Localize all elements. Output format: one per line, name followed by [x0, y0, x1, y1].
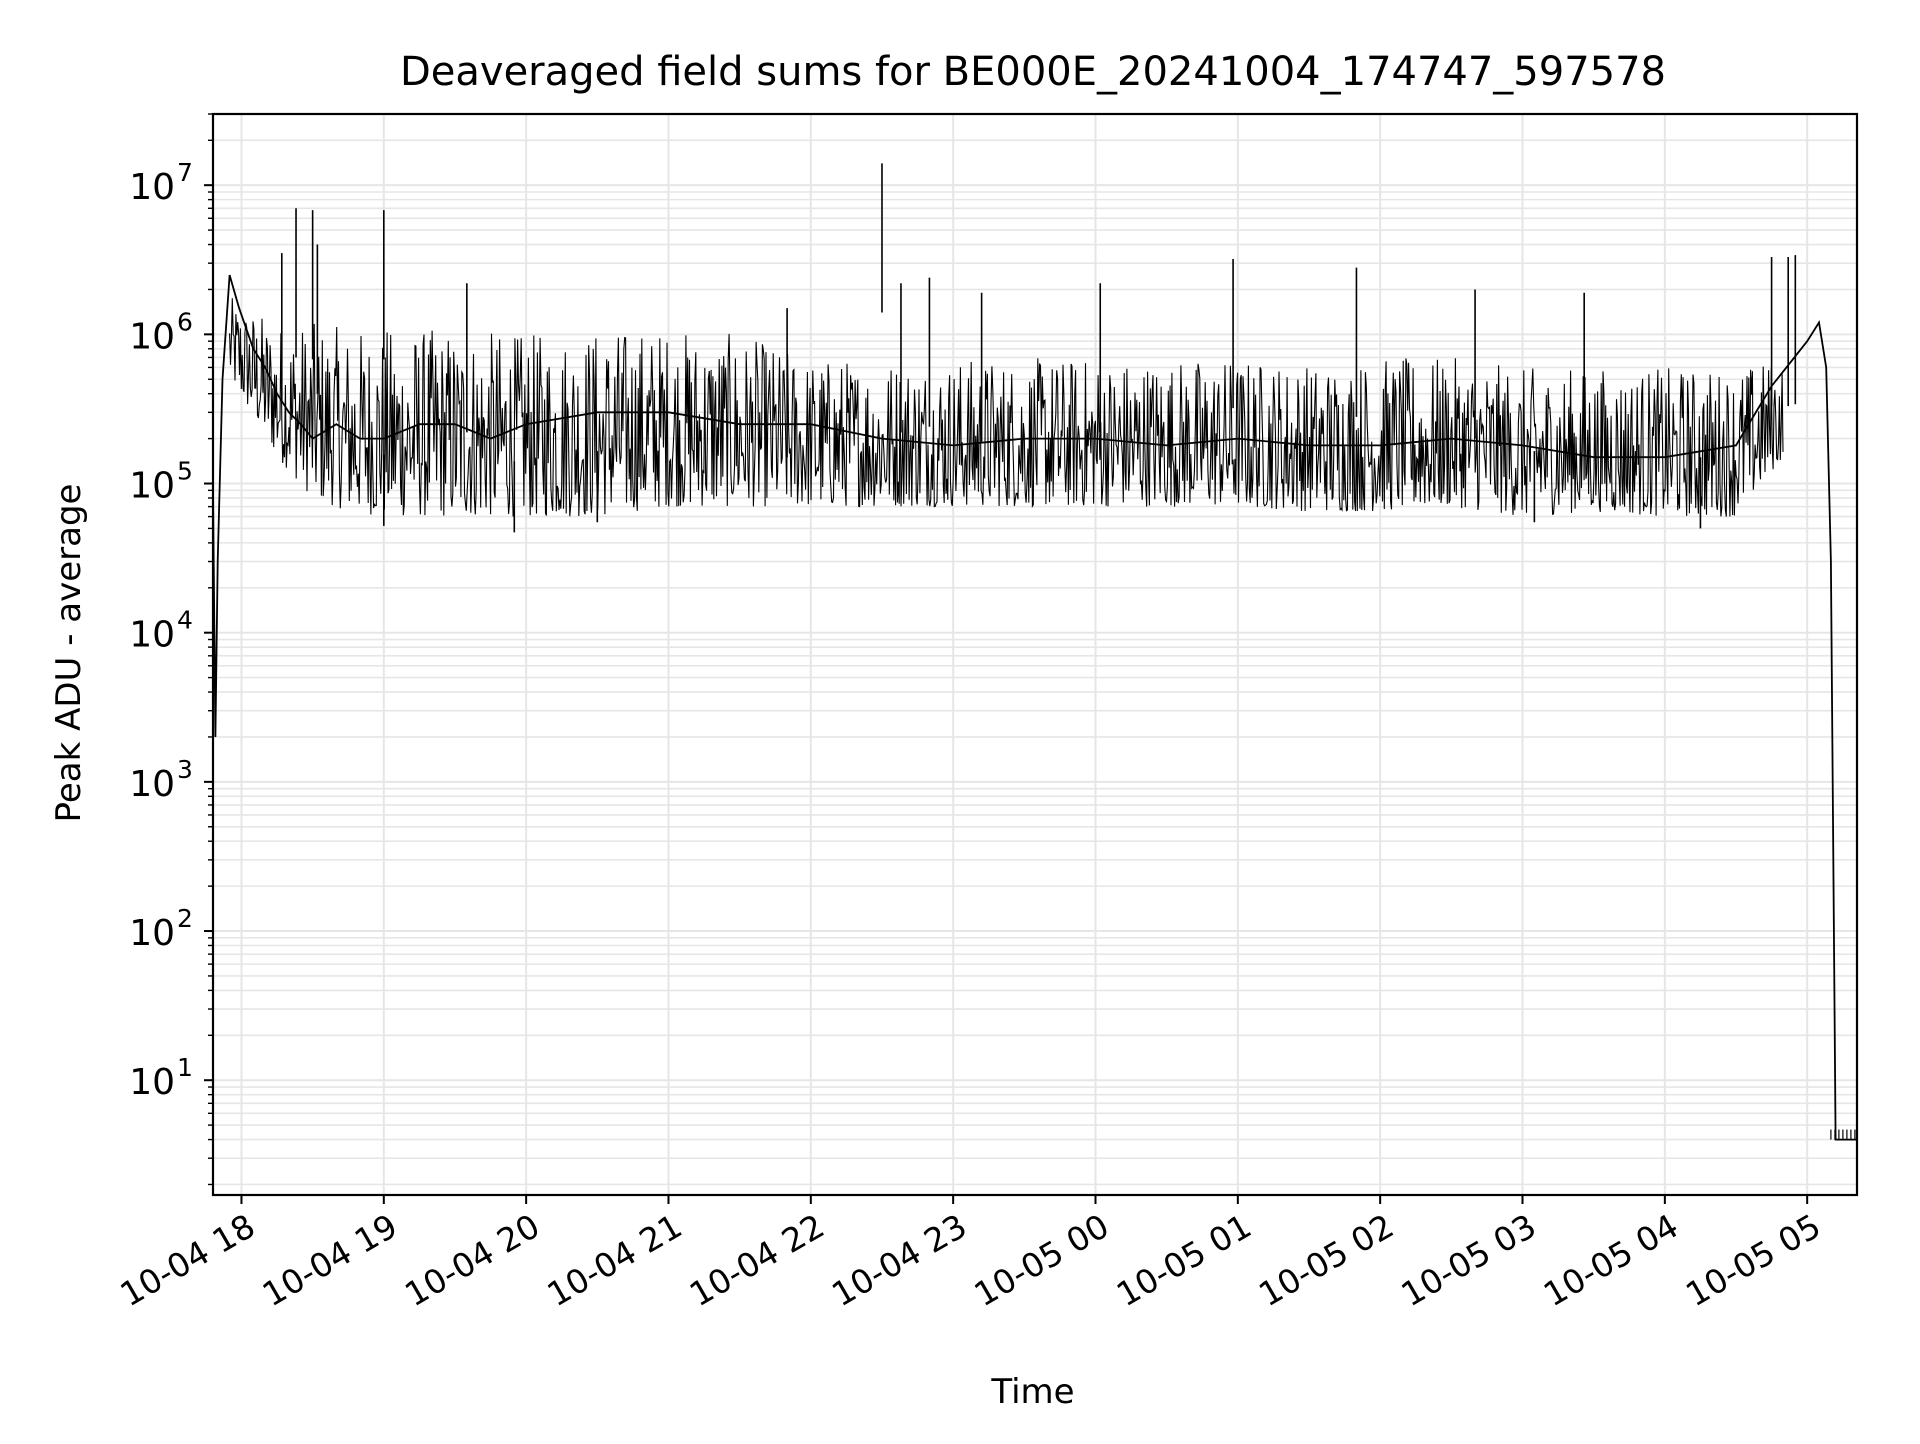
y-tick-exponent: 1 — [177, 1053, 193, 1082]
noise-band — [229, 298, 1784, 517]
x-tick-label: 10-05 01 — [1110, 1206, 1258, 1314]
x-tick-label: 10-04 22 — [683, 1206, 831, 1314]
y-tick-label: 10 — [129, 167, 175, 208]
y-axis-label: Peak ADU - average — [49, 484, 89, 823]
y-tick-exponent: 7 — [177, 158, 193, 187]
series-line — [212, 274, 1857, 1141]
x-tick-label: 10-04 20 — [398, 1206, 546, 1314]
x-tick-label: 10-05 05 — [1679, 1206, 1827, 1314]
y-tick-label: 10 — [129, 316, 175, 357]
y-tick-exponent: 3 — [177, 755, 193, 784]
x-tick-label: 10-04 23 — [825, 1206, 973, 1314]
x-tick-label: 10-04 21 — [540, 1206, 688, 1314]
chart-title: Deaveraged field sums for BE000E_2024100… — [400, 49, 1666, 95]
y-tick-exponent: 4 — [177, 606, 193, 635]
x-axis-label: Time — [990, 1372, 1074, 1412]
plot-frame — [211, 112, 1859, 1197]
x-tick-label: 10-05 03 — [1395, 1206, 1543, 1314]
noise-band-trace — [229, 298, 1784, 517]
y-tick-label: 10 — [129, 466, 175, 507]
y-tick-label: 10 — [129, 1062, 175, 1103]
y-tick-exponent: 5 — [177, 457, 193, 486]
x-tick-label: 10-04 18 — [113, 1206, 261, 1314]
x-tick-label: 10-05 00 — [967, 1206, 1115, 1314]
y-tick-label: 10 — [129, 615, 175, 656]
y-tick-label: 10 — [129, 913, 175, 954]
y-tick-exponent: 2 — [177, 904, 193, 933]
y-tick-label: 10 — [129, 764, 175, 805]
y-tick-exponent: 6 — [177, 307, 193, 336]
x-tick-label: 10-05 04 — [1537, 1206, 1685, 1314]
data-series — [212, 163, 1857, 1141]
grid-lines — [213, 113, 1857, 1195]
x-tick-label: 10-04 19 — [256, 1206, 404, 1314]
x-tick-label: 10-05 02 — [1252, 1206, 1400, 1314]
